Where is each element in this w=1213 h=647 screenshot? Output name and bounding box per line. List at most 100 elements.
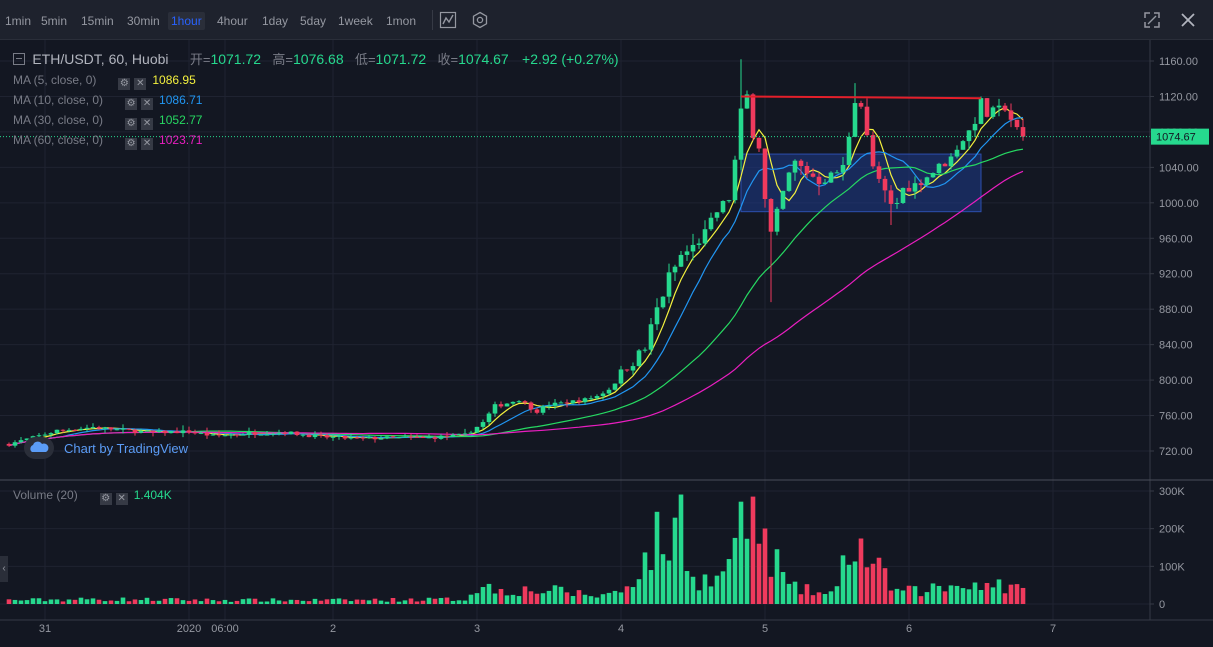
candle-body [1008,110,1014,120]
indicator-icon[interactable] [437,9,459,31]
volume-bar [954,585,960,604]
timeframe-1day[interactable]: 1day [262,14,289,28]
gear-icon[interactable]: ⚙ [125,138,138,150]
price-tick-label: 720.00 [1159,446,1193,458]
candle-body [840,164,846,173]
candle-body [186,430,192,433]
candle-body [504,403,510,407]
timeframe-1mon[interactable]: 1mon [386,14,417,28]
timeframe-4hour[interactable]: 4hour [217,14,248,28]
close-icon[interactable]: ✕ [134,78,147,90]
candle-body [666,272,672,297]
volume-bar [804,584,810,604]
tradingview-badge[interactable]: Chart by TradingView [24,437,188,459]
candle-body [636,350,642,367]
volume-bar [768,576,774,604]
candle-body [894,202,900,204]
candle-body [396,436,402,438]
volume-bar [174,598,180,604]
volume-bar [636,579,642,604]
gear-icon[interactable]: ⚙ [125,98,138,110]
timeframe-1min[interactable]: 1min [5,14,32,28]
timeframe-30min[interactable]: 30min [127,14,160,28]
candle-body [432,437,438,439]
candle-body [156,430,162,432]
volume-bar [858,538,864,604]
price-tick-label: 1120.00 [1159,91,1198,103]
collapse-icon[interactable] [13,53,25,65]
candle-body [90,427,96,429]
candle-body [786,172,792,191]
volume-bar [522,586,528,604]
candle-body [354,437,360,439]
close-label: 收= [437,52,459,67]
gear-icon[interactable]: ⚙ [99,493,112,505]
resistance-line[interactable] [740,95,982,100]
volume-bar [1020,587,1026,604]
gear-icon[interactable]: ⚙ [125,118,138,130]
chevron-left-icon[interactable]: ‹ [0,556,8,582]
candle-body [198,432,204,434]
candle-body [378,438,384,440]
volume-bar [138,600,144,604]
volume-bar [18,600,24,604]
timeframe-5min[interactable]: 5min [41,14,68,28]
timeframe-15min[interactable]: 15min [81,14,114,28]
volume-bar [498,588,504,604]
close-icon[interactable] [1177,9,1199,31]
candle-body [276,432,282,434]
candle-body [234,434,240,436]
candle-body [948,156,954,167]
volume-bar [474,593,480,604]
close-icon[interactable]: ✕ [141,118,154,130]
toolbar-divider [432,10,433,30]
candle-body [408,436,414,438]
candle-body [204,432,210,436]
candle-body [114,429,120,431]
ma5-name: MA (5, close, 0) [13,73,97,87]
timeframe-1hour[interactable]: 1hour [168,12,205,30]
volume-bar [984,582,990,604]
volume-bar [942,591,948,604]
time-tick-label: 06:00 [211,623,239,635]
ma60-name: MA (60, close, 0) [13,133,104,147]
candle-body [210,434,216,436]
volume-bar [930,583,936,604]
volume-bar [360,599,366,604]
candle-body [270,433,276,435]
volume-bar [996,579,1002,604]
candle-body [18,440,24,443]
volume-bar [222,599,228,604]
timeframe-1week[interactable]: 1week [338,14,373,28]
candle-body [72,429,78,431]
volume-bar [282,601,288,604]
candle-body [804,165,810,174]
settings-icon[interactable] [469,9,491,31]
close-icon[interactable]: ✕ [141,138,154,150]
candle-body [822,182,828,184]
tradingview-label: Chart by TradingView [64,440,189,456]
low-value: 1071.72 [375,51,427,67]
volume-bar [270,598,276,604]
volume-bar [486,583,492,604]
candle-body [732,159,738,201]
volume-bar [708,586,714,604]
candle-body [780,190,786,209]
candles [6,59,1026,448]
gear-icon[interactable]: ⚙ [118,78,131,90]
close-icon[interactable]: ✕ [115,493,128,505]
main-legend: ETH/USDT, 60, Huobi 开=1071.72 高=1076.68 … [13,50,619,68]
price-chart[interactable]: 720.00 760.00 800.00 840.00 880.00 920.00 960.… [0,40,1213,647]
candle-body [294,431,300,436]
candle-body [240,434,246,436]
price-tick-label: 1000.00 [1159,198,1199,210]
close-icon[interactable]: ✕ [141,98,154,110]
candle-body [132,429,138,433]
volume-bar [618,592,624,604]
candle-body [126,428,132,430]
candle-body [402,436,408,438]
timeframe-5day[interactable]: 5day [300,14,327,28]
volume-bar [180,600,186,604]
fullscreen-icon[interactable] [1141,9,1163,31]
volume-bar [702,574,708,604]
